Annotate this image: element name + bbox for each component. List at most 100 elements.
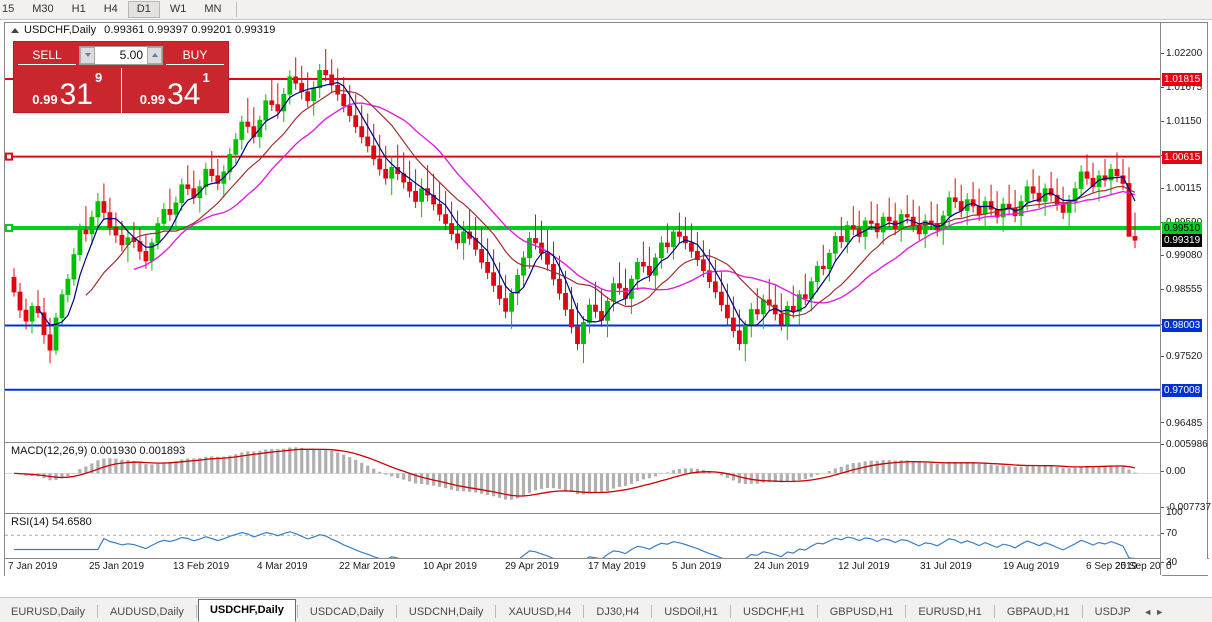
price-tick: 1.01150: [1161, 116, 1208, 128]
tab-audusd-daily[interactable]: AUDUSD,Daily: [109, 606, 184, 618]
collapse-caret-icon[interactable]: [11, 27, 19, 33]
tab-dj30-h4[interactable]: DJ30,H4: [596, 606, 640, 618]
tabs-scroll-left-icon[interactable]: ◄: [1143, 607, 1153, 617]
time-tick-label: 12 Jul 2019: [838, 561, 890, 572]
price-tick-label: 0.96485: [1166, 417, 1203, 429]
timeframe-d1[interactable]: D1: [127, 1, 160, 18]
buy-label[interactable]: BUY: [166, 48, 224, 65]
chart-symbol-label: USDCHF,Daily: [24, 24, 97, 36]
price-tick-label: 1.02200: [1166, 48, 1203, 60]
rsi-tick: 30: [1161, 557, 1208, 569]
time-tick-label: 25 Jan 2019: [89, 561, 145, 572]
tab-usdoil-h1[interactable]: USDOil,H1: [664, 606, 718, 618]
volume-increment-button[interactable]: [147, 46, 162, 64]
price-badge-red: 1.01815: [1162, 73, 1203, 87]
time-scale-axis[interactable]: 7 Jan 2019 25 Jan 2019 13 Feb 2019 4 Mar 20…: [5, 558, 1209, 575]
tabs-scroll-right-icon[interactable]: ►: [1155, 607, 1165, 617]
candlestick-chart: [5, 49, 1162, 391]
rsi-tick: 70: [1161, 528, 1208, 540]
tab-separator: [730, 605, 731, 618]
buy-button[interactable]: 0.99 34 1: [122, 68, 229, 113]
chevron-down-icon: [84, 53, 91, 57]
one-click-trading-panel: SELL 5.00 BUY 0.99 31 9: [13, 41, 229, 113]
timeframe-m30[interactable]: M30: [32, 3, 54, 15]
sell-price-fraction: 9: [94, 70, 103, 85]
tab-eurusd-h1[interactable]: EURUSD,H1: [918, 606, 982, 618]
symbol-tab-bar: EURUSD,Daily AUDUSD,Daily USDCHF,Daily USDC…: [0, 597, 1212, 622]
tab-separator: [905, 605, 907, 618]
price-tick: 1.02200: [1161, 48, 1208, 60]
tab-separator: [395, 605, 397, 618]
price-tick: 0.98555: [1161, 284, 1208, 296]
macd-label: MACD(12,26,9) 0.001930 0.001893: [11, 445, 186, 457]
macd-pane[interactable]: MACD(12,26,9) 0.001930 0.001893: [5, 442, 1162, 514]
timeframe-mn[interactable]: MN: [204, 3, 222, 15]
chart-ohlc-values: 0.99361 0.99397 0.99201 0.99319: [104, 24, 276, 36]
macd-tick-label: 0.005986: [1166, 438, 1208, 450]
one-click-prices-row: 0.99 31 9 0.99 34 1: [14, 68, 228, 113]
chart-window: USDCHF,Daily 0.99361 0.99397 0.99201 0.99…: [4, 22, 1211, 586]
buy-price-fraction: 1: [202, 70, 210, 85]
macd-tick-label: -0.007737: [1166, 502, 1212, 514]
volume-stepper[interactable]: 5.00: [79, 45, 163, 65]
price-badge-blue: 0.98003: [1162, 319, 1203, 333]
price-tick: 0.96485: [1161, 418, 1208, 430]
chevron-up-icon: [151, 53, 158, 57]
tab-eurusd-daily[interactable]: EURUSD,Daily: [11, 606, 85, 618]
macd-tick: 0.005986: [1161, 439, 1208, 451]
time-tick-label: 31 Jul 2019: [920, 561, 972, 572]
rsi-tick-label: 30: [1166, 556, 1178, 568]
time-tick-label: 29 Apr 2019: [505, 561, 559, 572]
price-badge-blue: 0.97008: [1162, 383, 1203, 397]
tab-xauusd-h4[interactable]: XAUUSD,H4: [508, 606, 572, 618]
tab-separator: [651, 605, 653, 618]
tab-separator: [993, 605, 995, 618]
tab-usdcnh-daily[interactable]: USDCNH,Daily: [408, 606, 484, 618]
price-scale-axis[interactable]: 1.02200 1.01675 1.01150 1.00615 1.00115 0.995…: [1160, 23, 1211, 575]
time-tick-label: 25 Sep 2019: [1115, 561, 1172, 572]
tab-separator: [296, 605, 298, 618]
time-tick-label: 22 Mar 2019: [339, 561, 396, 572]
rsi-tick-label: 70: [1166, 528, 1178, 540]
tab-gbpaud-h1[interactable]: GBPAUD,H1: [1006, 606, 1070, 618]
rsi-tick: 100: [1161, 507, 1208, 519]
sell-button[interactable]: 0.99 31 9: [14, 68, 122, 113]
price-tick-label: 1.00115: [1166, 182, 1202, 194]
volume-decrement-button[interactable]: [80, 46, 95, 64]
rsi-pane[interactable]: RSI(14) 54.6580: [5, 513, 1162, 586]
volume-input[interactable]: 5.00: [95, 48, 147, 62]
macd-histogram: [18, 447, 1137, 500]
rsi-label: RSI(14) 54.6580: [11, 516, 92, 528]
timeframe-w1[interactable]: W1: [169, 3, 187, 15]
time-tick-label: 6 Sep 2019: [1086, 561, 1138, 572]
rsi-tick-label: 0: [1166, 561, 1172, 572]
macd-chart: [5, 447, 1162, 500]
tab-usdcad-daily[interactable]: USDCAD,Daily: [309, 606, 384, 618]
buy-price-big: 34: [167, 78, 201, 111]
timeframe-15[interactable]: 15: [2, 3, 15, 15]
tab-usdchf-daily[interactable]: USDCHF,Daily: [197, 599, 296, 622]
timeframe-h4[interactable]: H4: [103, 3, 118, 15]
sell-label[interactable]: SELL: [18, 48, 76, 65]
time-tick-label: 5 Jun 2019: [672, 561, 722, 572]
time-tick-label: 4 Mar 2019: [257, 561, 308, 572]
tab-gbpusd-h1[interactable]: GBPUSD,H1: [829, 606, 894, 618]
toolbar-separator: [236, 2, 238, 17]
price-badge-black: 0.99319: [1162, 234, 1203, 248]
one-click-controls-row: SELL 5.00 BUY: [14, 42, 228, 68]
buy-price-prefix: 0.99: [139, 92, 166, 107]
tab-separator: [96, 605, 98, 618]
timeframe-h1[interactable]: H1: [71, 3, 86, 15]
time-tick-label: 19 Aug 2019: [1003, 561, 1060, 572]
tab-separator: [195, 605, 197, 618]
time-tick-label: 24 Jun 2019: [754, 561, 810, 572]
tab-usdchf-h1[interactable]: USDCHF,H1: [743, 606, 805, 618]
price-tick: 0.99080: [1161, 250, 1208, 262]
price-badge-green: 0.99510: [1162, 222, 1203, 236]
price-tick-label: 0.98555: [1166, 283, 1203, 295]
price-tick: 0.97520: [1161, 351, 1208, 363]
tab-usdjp[interactable]: USDJP: [1094, 606, 1131, 618]
tab-separator: [583, 605, 585, 618]
price-tick-label: 0.97520: [1166, 350, 1203, 362]
timeframe-toolbar: 15 M30 H1 H4 D1 W1 MN: [0, 0, 1212, 20]
